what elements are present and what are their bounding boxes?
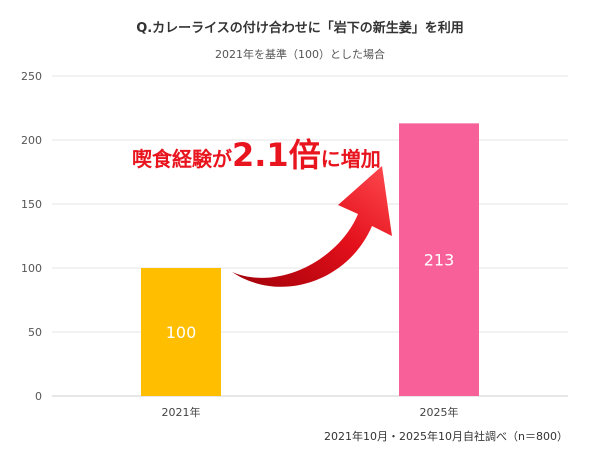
y-tick-label: 200 [21,134,42,147]
bar-value-label: 100 [166,323,197,342]
bar [399,123,479,397]
y-tick-label: 50 [28,326,42,339]
bar-value-label: 213 [424,251,455,270]
callout-emphasis: 2.1倍 [232,136,321,174]
x-category-label: 2025年 [420,405,459,419]
chart-title: Q.カレーライスの付け合わせに「岩下の新生姜」を利用 [136,20,464,36]
y-tick-label: 150 [21,198,42,211]
callout-suffix: に増加 [321,147,381,171]
bars: 100 213 [141,123,479,397]
callout-prefix: 喫食経験が [132,147,232,171]
bar [141,268,221,396]
grid-lines [52,75,568,397]
x-axis-categories: 2021年 2025年 [162,405,459,419]
y-tick-label: 100 [21,262,42,275]
y-tick-label: 250 [21,70,42,83]
y-tick-label: 0 [35,390,42,403]
increase-arrow-icon [232,166,392,287]
source-note: 2021年10月・2025年10月自社調べ（n＝800） [324,429,568,443]
y-axis-ticks: 0 50 100 150 200 250 [21,70,42,403]
chart-subtitle: 2021年を基準（100）とした場合 [215,47,385,61]
x-category-label: 2021年 [162,405,201,419]
increase-callout: 喫食経験が2.1倍に増加 [132,136,381,174]
